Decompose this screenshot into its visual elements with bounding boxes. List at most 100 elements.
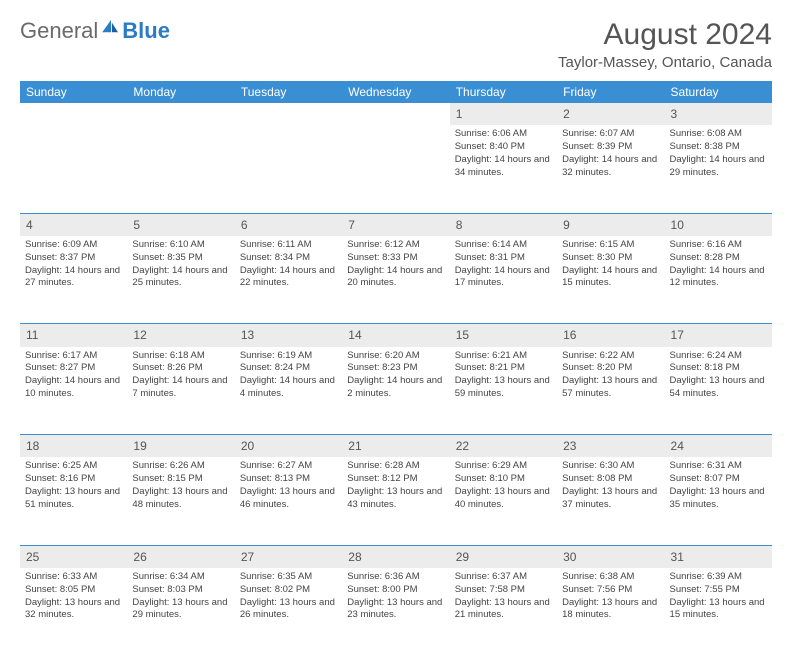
day-number-cell [20,103,127,125]
week-row: Sunrise: 6:17 AMSunset: 8:27 PMDaylight:… [20,347,772,435]
sunrise-text: Sunrise: 6:15 AM [562,239,659,252]
day-number-cell: 1 [450,103,557,125]
sunrise-text: Sunrise: 6:12 AM [347,239,444,252]
weekday-header: Saturday [665,81,772,103]
day-number-cell: 3 [665,103,772,125]
daylight-text: Daylight: 14 hours and 34 minutes. [455,154,552,180]
day-number-cell: 7 [342,213,449,236]
day-number-cell: 20 [235,435,342,458]
daylight-text: Daylight: 13 hours and 43 minutes. [347,486,444,512]
day-number-row: 18192021222324 [20,435,772,458]
daylight-text: Daylight: 13 hours and 32 minutes. [25,597,122,623]
sunrise-text: Sunrise: 6:36 AM [347,571,444,584]
day-cell: Sunrise: 6:24 AMSunset: 8:18 PMDaylight:… [665,347,772,435]
weekday-header: Wednesday [342,81,449,103]
logo-text-blue: Blue [122,18,170,44]
day-cell: Sunrise: 6:20 AMSunset: 8:23 PMDaylight:… [342,347,449,435]
sunrise-text: Sunrise: 6:39 AM [670,571,767,584]
day-cell: Sunrise: 6:12 AMSunset: 8:33 PMDaylight:… [342,236,449,324]
daylight-text: Daylight: 13 hours and 40 minutes. [455,486,552,512]
sunset-text: Sunset: 8:31 PM [455,252,552,265]
sunrise-text: Sunrise: 6:06 AM [455,128,552,141]
day-number-cell: 23 [557,435,664,458]
day-number-cell: 27 [235,545,342,568]
daylight-text: Daylight: 14 hours and 29 minutes. [670,154,767,180]
day-cell: Sunrise: 6:21 AMSunset: 8:21 PMDaylight:… [450,347,557,435]
sunrise-text: Sunrise: 6:30 AM [562,460,659,473]
day-cell: Sunrise: 6:19 AMSunset: 8:24 PMDaylight:… [235,347,342,435]
day-number-cell [235,103,342,125]
daylight-text: Daylight: 14 hours and 12 minutes. [670,265,767,291]
day-number-cell: 30 [557,545,664,568]
daylight-text: Daylight: 13 hours and 37 minutes. [562,486,659,512]
daylight-text: Daylight: 13 hours and 23 minutes. [347,597,444,623]
sunrise-text: Sunrise: 6:38 AM [562,571,659,584]
daylight-text: Daylight: 13 hours and 18 minutes. [562,597,659,623]
sunrise-text: Sunrise: 6:21 AM [455,350,552,363]
weekday-header: Tuesday [235,81,342,103]
daylight-text: Daylight: 14 hours and 20 minutes. [347,265,444,291]
sunset-text: Sunset: 8:15 PM [132,473,229,486]
daylight-text: Daylight: 14 hours and 27 minutes. [25,265,122,291]
sunrise-text: Sunrise: 6:10 AM [132,239,229,252]
day-number-cell: 16 [557,324,664,347]
day-cell: Sunrise: 6:18 AMSunset: 8:26 PMDaylight:… [127,347,234,435]
sunrise-text: Sunrise: 6:14 AM [455,239,552,252]
weekday-header: Thursday [450,81,557,103]
sunset-text: Sunset: 8:10 PM [455,473,552,486]
logo-text-general: General [20,18,98,44]
day-number-cell: 13 [235,324,342,347]
daylight-text: Daylight: 14 hours and 7 minutes. [132,375,229,401]
week-row: Sunrise: 6:06 AMSunset: 8:40 PMDaylight:… [20,125,772,213]
day-cell: Sunrise: 6:09 AMSunset: 8:37 PMDaylight:… [20,236,127,324]
daylight-text: Daylight: 13 hours and 57 minutes. [562,375,659,401]
sunset-text: Sunset: 8:00 PM [347,584,444,597]
day-number-cell: 31 [665,545,772,568]
sunset-text: Sunset: 7:56 PM [562,584,659,597]
sunrise-text: Sunrise: 6:07 AM [562,128,659,141]
day-cell: Sunrise: 6:28 AMSunset: 8:12 PMDaylight:… [342,457,449,545]
sunset-text: Sunset: 8:40 PM [455,141,552,154]
daylight-text: Daylight: 14 hours and 22 minutes. [240,265,337,291]
weekday-header: Sunday [20,81,127,103]
day-number-cell: 29 [450,545,557,568]
sunrise-text: Sunrise: 6:37 AM [455,571,552,584]
day-cell [235,125,342,213]
day-cell: Sunrise: 6:29 AMSunset: 8:10 PMDaylight:… [450,457,557,545]
sunset-text: Sunset: 8:27 PM [25,362,122,375]
daylight-text: Daylight: 14 hours and 17 minutes. [455,265,552,291]
day-cell [20,125,127,213]
daylight-text: Daylight: 14 hours and 32 minutes. [562,154,659,180]
sunset-text: Sunset: 8:21 PM [455,362,552,375]
sunset-text: Sunset: 8:37 PM [25,252,122,265]
day-cell [127,125,234,213]
day-number-cell: 28 [342,545,449,568]
sunset-text: Sunset: 8:20 PM [562,362,659,375]
day-number-cell: 14 [342,324,449,347]
day-cell: Sunrise: 6:31 AMSunset: 8:07 PMDaylight:… [665,457,772,545]
sunrise-text: Sunrise: 6:27 AM [240,460,337,473]
day-number-cell: 25 [20,545,127,568]
sunrise-text: Sunrise: 6:34 AM [132,571,229,584]
day-number-cell: 10 [665,213,772,236]
daylight-text: Daylight: 14 hours and 15 minutes. [562,265,659,291]
daylight-text: Daylight: 14 hours and 10 minutes. [25,375,122,401]
daylight-text: Daylight: 13 hours and 15 minutes. [670,597,767,623]
day-cell: Sunrise: 6:25 AMSunset: 8:16 PMDaylight:… [20,457,127,545]
sunrise-text: Sunrise: 6:09 AM [25,239,122,252]
daylight-text: Daylight: 13 hours and 35 minutes. [670,486,767,512]
sunrise-text: Sunrise: 6:18 AM [132,350,229,363]
location-label: Taylor-Massey, Ontario, Canada [558,54,772,71]
daylight-text: Daylight: 14 hours and 4 minutes. [240,375,337,401]
sunset-text: Sunset: 8:26 PM [132,362,229,375]
day-cell [342,125,449,213]
day-cell: Sunrise: 6:14 AMSunset: 8:31 PMDaylight:… [450,236,557,324]
daylight-text: Daylight: 13 hours and 54 minutes. [670,375,767,401]
month-title: August 2024 [558,18,772,52]
day-number-cell: 19 [127,435,234,458]
day-number-cell [127,103,234,125]
weekday-header-row: SundayMondayTuesdayWednesdayThursdayFrid… [20,81,772,103]
daylight-text: Daylight: 13 hours and 29 minutes. [132,597,229,623]
sunset-text: Sunset: 8:16 PM [25,473,122,486]
day-number-row: 25262728293031 [20,545,772,568]
